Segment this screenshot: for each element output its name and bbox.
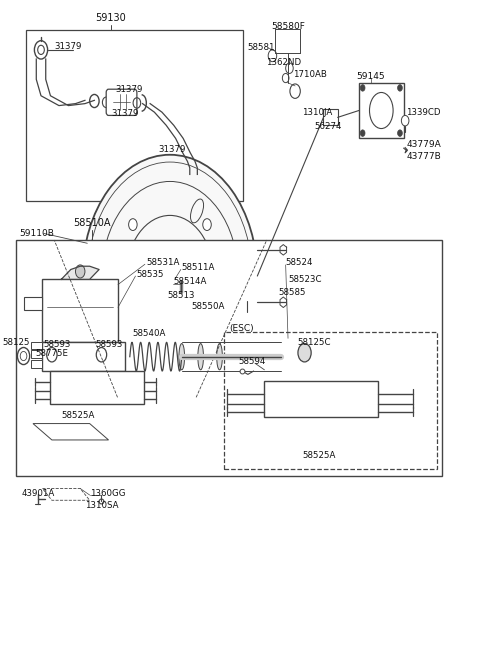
Circle shape	[243, 290, 251, 301]
Text: 58125: 58125	[3, 338, 30, 348]
Circle shape	[298, 344, 311, 362]
Text: 58524: 58524	[286, 258, 313, 267]
Ellipse shape	[305, 347, 312, 367]
Circle shape	[129, 322, 137, 333]
Text: 59130: 59130	[96, 13, 126, 23]
Polygon shape	[61, 266, 99, 279]
Bar	[49, 371, 144, 404]
Text: 58581: 58581	[248, 43, 276, 53]
Text: 59145: 59145	[356, 72, 385, 81]
Text: 58510A: 58510A	[73, 218, 111, 228]
Bar	[26, 30, 243, 200]
Text: 58525A: 58525A	[302, 451, 336, 459]
Text: 58525A: 58525A	[61, 411, 95, 420]
Circle shape	[203, 219, 211, 231]
Circle shape	[17, 348, 30, 365]
Text: 58125C: 58125C	[298, 338, 331, 348]
FancyBboxPatch shape	[106, 89, 137, 116]
Text: 58594: 58594	[239, 357, 266, 366]
Circle shape	[129, 219, 137, 231]
Text: 56274: 56274	[314, 122, 341, 131]
Circle shape	[268, 50, 276, 62]
Ellipse shape	[296, 344, 304, 370]
Text: 58593: 58593	[44, 340, 71, 350]
Text: 58511A: 58511A	[182, 263, 215, 272]
Text: 58585: 58585	[278, 288, 306, 297]
Bar	[24, 298, 42, 311]
Bar	[359, 83, 404, 139]
Text: 1360GG: 1360GG	[90, 489, 125, 498]
Text: 31379: 31379	[158, 145, 185, 154]
Text: 1710AB: 1710AB	[293, 70, 326, 79]
Text: 1339CD: 1339CD	[406, 108, 441, 117]
Text: 1362ND: 1362ND	[266, 58, 301, 68]
Circle shape	[397, 130, 402, 137]
Text: 59110B: 59110B	[19, 229, 54, 238]
Circle shape	[83, 155, 257, 397]
Ellipse shape	[198, 344, 204, 370]
Circle shape	[397, 85, 402, 91]
Text: 58531A: 58531A	[146, 258, 180, 267]
Text: 58535: 58535	[137, 270, 164, 279]
Text: 43901A: 43901A	[21, 489, 54, 498]
Text: 58514A: 58514A	[173, 277, 206, 286]
Text: 43779A: 43779A	[406, 141, 441, 149]
Text: 58580F: 58580F	[271, 22, 305, 32]
Text: 58550A: 58550A	[191, 302, 225, 311]
Bar	[16, 240, 442, 476]
Text: 58523C: 58523C	[288, 275, 322, 284]
Text: 58775E: 58775E	[36, 349, 68, 358]
Circle shape	[47, 348, 57, 362]
Text: 1310SA: 1310SA	[85, 501, 119, 510]
Text: 58593: 58593	[96, 340, 123, 350]
Text: 43777B: 43777B	[406, 152, 441, 161]
Bar	[224, 332, 437, 470]
Bar	[31, 360, 42, 368]
Ellipse shape	[179, 344, 185, 370]
Text: 31379: 31379	[54, 42, 82, 51]
Circle shape	[159, 261, 180, 290]
Circle shape	[96, 348, 107, 362]
Text: 58513: 58513	[168, 291, 195, 300]
Text: 1310JA: 1310JA	[302, 108, 333, 117]
Polygon shape	[280, 244, 287, 255]
Circle shape	[75, 265, 85, 278]
Circle shape	[203, 322, 211, 333]
Text: 31379: 31379	[116, 85, 143, 95]
Text: 58540A: 58540A	[132, 329, 166, 338]
Polygon shape	[280, 297, 287, 307]
Text: 31379: 31379	[111, 109, 138, 118]
Bar	[31, 342, 42, 350]
Ellipse shape	[216, 344, 222, 370]
Bar	[264, 381, 378, 417]
Bar	[324, 109, 337, 125]
Circle shape	[360, 85, 365, 91]
Bar	[31, 350, 42, 358]
Bar	[42, 279, 118, 342]
Circle shape	[360, 130, 365, 137]
Bar	[42, 342, 125, 371]
Text: (ESC): (ESC)	[229, 324, 253, 333]
Circle shape	[401, 116, 409, 126]
